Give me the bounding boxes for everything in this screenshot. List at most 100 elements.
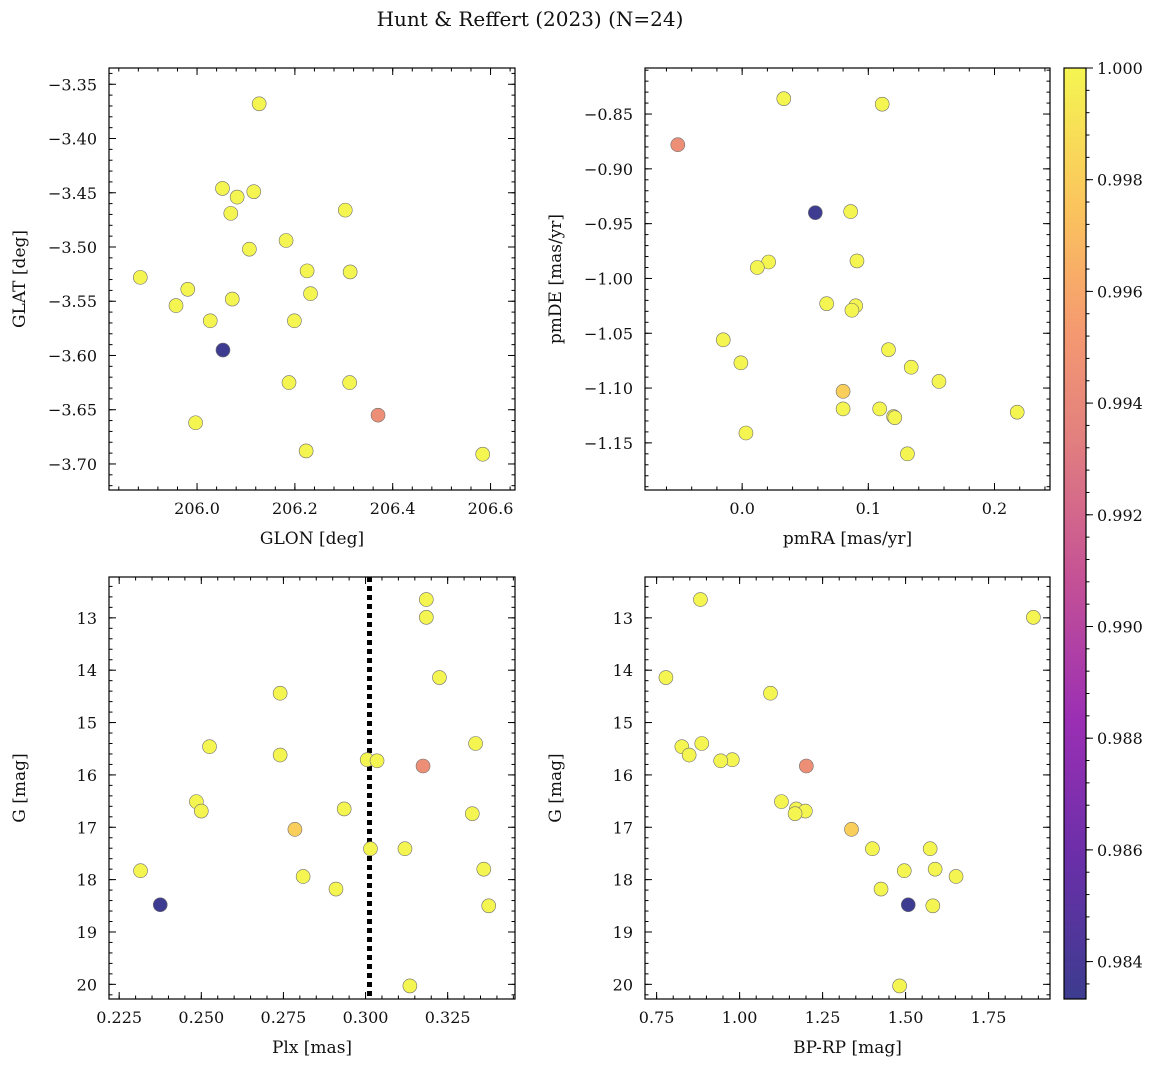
- scatter-point: [896, 863, 912, 879]
- y-tick-label: 13: [77, 609, 97, 628]
- scatter-point: [272, 685, 288, 701]
- y-tick-label: 17: [77, 818, 97, 837]
- x-tick-label: 0.225: [96, 1008, 142, 1027]
- scatter-point: [658, 670, 674, 685]
- scatter-point: [342, 264, 358, 280]
- y-tick-label: 15: [77, 714, 97, 733]
- scatter-point: [874, 96, 890, 112]
- x-axis-label: BP-RP [mag]: [793, 1038, 902, 1058]
- y-tick-label: 20: [77, 975, 97, 994]
- y-axis-label: GLAT [deg]: [10, 230, 30, 328]
- scatter-point: [927, 861, 943, 877]
- scatter-point: [787, 806, 803, 821]
- y-tick-label: −3.55: [48, 292, 97, 311]
- scatter-point: [844, 822, 859, 837]
- scatter-point: [808, 205, 823, 220]
- y-tick-label: −3.40: [48, 130, 97, 149]
- scatter-point: [468, 736, 483, 751]
- y-tick-label: 20: [613, 975, 633, 994]
- scatter-point: [133, 863, 148, 879]
- scatter-point: [342, 375, 357, 390]
- scatter-point: [948, 869, 964, 884]
- scatter-point: [872, 401, 887, 417]
- colorbar-frame: [1063, 67, 1087, 1000]
- scatter-point: [738, 425, 754, 441]
- scatter-point: [223, 206, 239, 221]
- x-axis-label: pmRA [mas/yr]: [783, 529, 912, 549]
- colorbar-tick-label: 0.998: [1097, 171, 1143, 190]
- scatter-point: [303, 286, 318, 301]
- y-tick-label: 19: [613, 923, 633, 942]
- colorbar-tick-label: 0.984: [1097, 953, 1143, 972]
- plot-frame: [108, 67, 516, 491]
- y-tick-label: 14: [77, 661, 97, 680]
- scatter-point: [337, 202, 353, 218]
- scatter-point: [865, 841, 880, 857]
- y-tick-label: 18: [77, 871, 97, 890]
- scatter-panel-1: 206.0 206.2 206.4 206.6 −3.70 −3.65 −3.60 −3.55…: [10, 67, 516, 549]
- scatter-point: [278, 233, 294, 248]
- scatter-point: [476, 861, 492, 877]
- y-axis-label: pmDE [mas/yr]: [546, 214, 566, 344]
- plot-frame: [108, 576, 516, 1000]
- x-axis-label: GLON [deg]: [260, 529, 364, 549]
- scatter-point: [849, 253, 865, 269]
- x-tick-label: 0.325: [425, 1008, 471, 1027]
- scatter-point: [180, 282, 196, 297]
- scatter-point: [272, 747, 288, 763]
- scatter-point: [215, 342, 231, 358]
- y-tick-label: −1.05: [584, 324, 633, 343]
- scatter-point: [464, 806, 480, 821]
- scatter-point: [336, 801, 352, 817]
- scatter-panel-4: 0.75 1.00 1.25 1.50 1.75 13 14 15 16 17 18 19 20 BP-R…: [546, 576, 1051, 1058]
- colorbar-tick-label: 0.986: [1097, 841, 1143, 860]
- x-tick-label: 0.0: [729, 499, 754, 518]
- y-tick-label: 19: [77, 923, 97, 942]
- scatter-point: [402, 978, 418, 994]
- scatter-point: [246, 184, 262, 199]
- scatter-point: [224, 291, 240, 307]
- x-tick-label: 0.250: [178, 1008, 224, 1027]
- scatter-point: [892, 978, 907, 994]
- scatter-point: [670, 137, 686, 153]
- scatter-point: [369, 753, 385, 769]
- scatter-point: [903, 359, 919, 375]
- y-tick-label: 15: [613, 714, 633, 733]
- scatter-point: [931, 374, 947, 389]
- colorbar: 0.984 0.986 0.988 0.990 0.992 0.994 0.996 0.998…: [1063, 59, 1143, 1000]
- scatter-point: [713, 753, 728, 769]
- x-tick-label: 206.2: [272, 499, 318, 518]
- scatter-point: [922, 841, 938, 857]
- plot-frame: [644, 67, 1051, 491]
- scatter-point: [229, 189, 245, 205]
- y-tick-label: −0.85: [584, 105, 633, 124]
- y-axis-label: G [mag]: [10, 753, 30, 822]
- colorbar-tick-label: 0.996: [1097, 282, 1143, 301]
- plot-frame: [644, 576, 1051, 1000]
- x-tick-label: 0.275: [261, 1008, 307, 1027]
- y-tick-label: −0.95: [584, 215, 633, 234]
- scatter-point: [481, 898, 497, 914]
- scatter-point: [694, 736, 710, 751]
- scatter-point: [693, 592, 708, 607]
- scatter-point: [419, 592, 434, 607]
- colorbar-tick-label: 1.000: [1097, 59, 1143, 78]
- scatter-point: [287, 313, 302, 329]
- y-tick-label: −1.10: [584, 379, 633, 398]
- y-tick-label: 14: [613, 661, 633, 680]
- scatter-panel-3: 0.225 0.250 0.275 0.300 0.325 13 14 15 16 17 18 19 2…: [10, 576, 516, 1058]
- scatter-point: [194, 803, 209, 819]
- scatter-point: [749, 260, 765, 275]
- x-tick-label: 1.25: [805, 1008, 841, 1027]
- scatter-point: [133, 270, 148, 285]
- scatter-point: [415, 758, 431, 774]
- scatter-point: [363, 841, 378, 857]
- colorbar-tick-label: 0.994: [1097, 394, 1143, 413]
- colorbar-tick-label: 0.990: [1097, 617, 1143, 636]
- scatter-point: [475, 446, 491, 462]
- scatter-point: [295, 869, 311, 884]
- scatter-point: [298, 443, 314, 459]
- y-tick-label: −3.50: [48, 238, 97, 257]
- scatter-point: [287, 822, 303, 837]
- scatter-point: [251, 96, 267, 112]
